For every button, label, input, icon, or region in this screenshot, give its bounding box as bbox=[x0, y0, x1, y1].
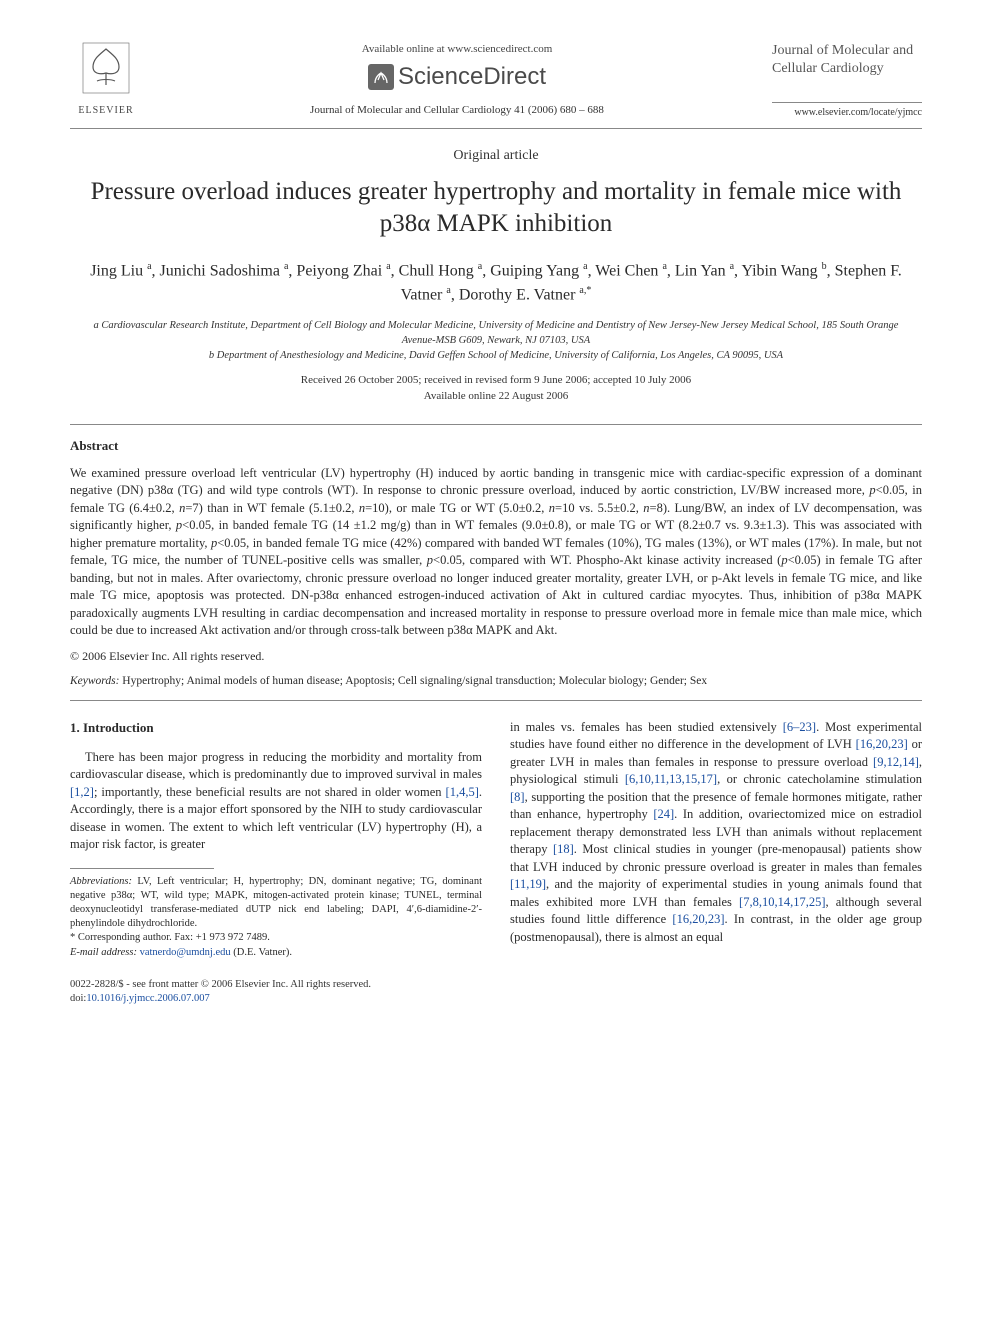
article-title: Pressure overload induces greater hypert… bbox=[90, 176, 902, 241]
sciencedirect-text: ScienceDirect bbox=[398, 61, 546, 93]
page-footer: 0022-2828/$ - see front matter © 2006 El… bbox=[70, 978, 922, 1006]
authors-list: Jing Liu a, Junichi Sadoshima a, Peiyong… bbox=[90, 259, 902, 308]
footnotes: Abbreviations: LV, Left ventricular; H, … bbox=[70, 875, 482, 960]
left-column: 1. Introduction There has been major pro… bbox=[70, 719, 482, 960]
abstract-heading: Abstract bbox=[70, 437, 922, 455]
dates-online: Available online 22 August 2006 bbox=[70, 389, 922, 404]
dates-received: Received 26 October 2005; received in re… bbox=[70, 373, 922, 388]
affiliation-a: a Cardiovascular Research Institute, Dep… bbox=[80, 319, 912, 348]
body-columns: 1. Introduction There has been major pro… bbox=[70, 719, 922, 960]
copyright-text: © 2006 Elsevier Inc. All rights reserved… bbox=[70, 648, 922, 664]
divider bbox=[70, 424, 922, 425]
article-type: Original article bbox=[70, 147, 922, 166]
header-right: Journal of Molecular and Cellular Cardio… bbox=[772, 40, 922, 120]
journal-url: www.elsevier.com/locate/yjmcc bbox=[772, 102, 922, 120]
journal-name: Journal of Molecular and Cellular Cardio… bbox=[772, 42, 922, 78]
corresponding-author-footnote: * Corresponding author. Fax: +1 973 972 … bbox=[70, 931, 482, 945]
page-header: ELSEVIER Available online at www.science… bbox=[70, 40, 922, 129]
doi-line: doi:10.1016/j.yjmcc.2006.07.007 bbox=[70, 992, 371, 1006]
header-center: Available online at www.sciencedirect.co… bbox=[142, 40, 772, 118]
doi-link[interactable]: 10.1016/j.yjmcc.2006.07.007 bbox=[86, 993, 209, 1004]
abbreviations-footnote: Abbreviations: LV, Left ventricular; H, … bbox=[70, 875, 482, 932]
email-tail: (D.E. Vatner). bbox=[231, 947, 292, 958]
abstract-text: We examined pressure overload left ventr… bbox=[70, 465, 922, 640]
divider bbox=[70, 700, 922, 701]
doi-label: doi: bbox=[70, 993, 86, 1004]
abbrev-text: LV, Left ventricular; H, hypertrophy; DN… bbox=[70, 876, 482, 930]
elsevier-label: ELSEVIER bbox=[78, 104, 133, 118]
footnote-divider bbox=[70, 868, 214, 869]
article-dates: Received 26 October 2005; received in re… bbox=[70, 373, 922, 404]
intro-heading: 1. Introduction bbox=[70, 719, 482, 737]
keywords-label: Keywords: bbox=[70, 675, 119, 687]
journal-reference: Journal of Molecular and Cellular Cardio… bbox=[142, 103, 772, 118]
email-footnote: E-mail address: vatnerdo@umdnj.edu (D.E.… bbox=[70, 946, 482, 960]
sciencedirect-icon bbox=[368, 64, 394, 90]
affiliation-b: b Department of Anesthesiology and Medic… bbox=[80, 349, 912, 364]
sciencedirect-logo: ScienceDirect bbox=[142, 61, 772, 93]
intro-paragraph-cont: in males vs. females has been studied ex… bbox=[510, 719, 922, 947]
intro-paragraph: There has been major progress in reducin… bbox=[70, 749, 482, 854]
right-column: in males vs. females has been studied ex… bbox=[510, 719, 922, 960]
available-online-text: Available online at www.sciencedirect.co… bbox=[142, 42, 772, 57]
email-link[interactable]: vatnerdo@umdnj.edu bbox=[137, 947, 231, 958]
elsevier-logo: ELSEVIER bbox=[70, 40, 142, 118]
affiliations: a Cardiovascular Research Institute, Dep… bbox=[80, 319, 912, 363]
abbrev-label: Abbreviations: bbox=[70, 876, 132, 887]
keywords: Keywords: Hypertrophy; Animal models of … bbox=[70, 674, 922, 690]
footer-left: 0022-2828/$ - see front matter © 2006 El… bbox=[70, 978, 371, 1006]
elsevier-tree-icon bbox=[81, 41, 131, 102]
keywords-text: Hypertrophy; Animal models of human dise… bbox=[119, 675, 707, 687]
front-matter-text: 0022-2828/$ - see front matter © 2006 El… bbox=[70, 978, 371, 992]
email-label: E-mail address: bbox=[70, 947, 137, 958]
